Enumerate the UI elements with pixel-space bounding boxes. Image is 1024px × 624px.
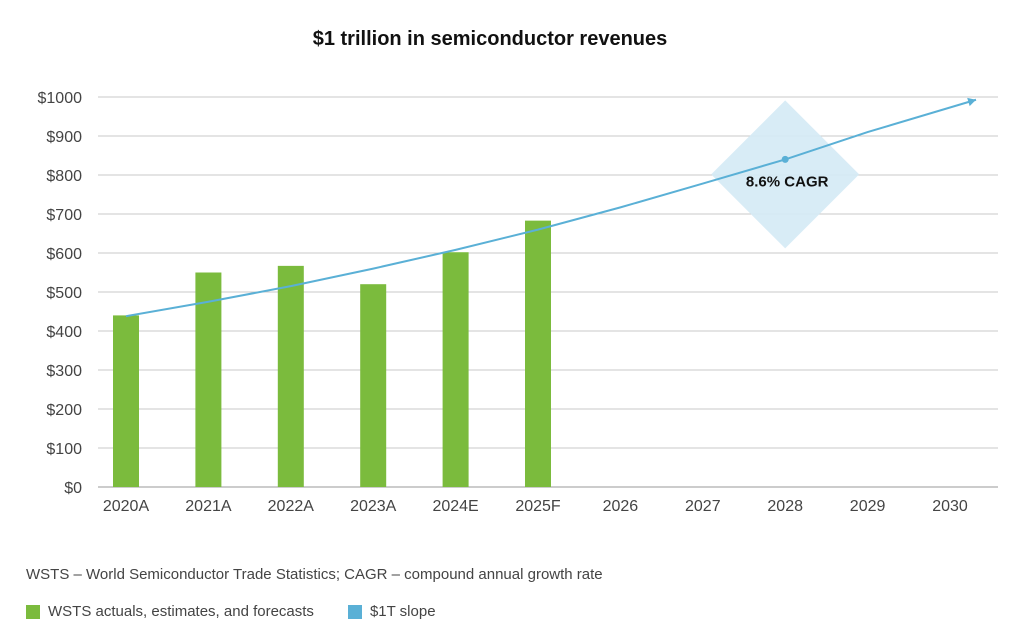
x-tick-label: 2024E bbox=[432, 498, 478, 515]
x-tick-label: 2021A bbox=[185, 498, 232, 515]
bar bbox=[277, 265, 304, 487]
bar bbox=[113, 315, 139, 487]
x-tick-label: 2027 bbox=[685, 498, 721, 515]
legend: WSTS actuals, estimates, and forecasts $… bbox=[26, 603, 470, 620]
bar bbox=[442, 252, 469, 487]
cagr-diamond bbox=[711, 100, 860, 249]
bar-line-chart: 8.6% CAGR $0 $100 $200 $300 $400 $500 $600 $700… bbox=[38, 90, 998, 515]
y-tick-label: $1000 bbox=[38, 90, 83, 107]
legend-item-bars: WSTS actuals, estimates, and forecasts bbox=[26, 603, 314, 620]
y-tick-label: $800 bbox=[46, 168, 82, 185]
legend-item-slope: $1T slope bbox=[347, 603, 436, 620]
slope-point bbox=[781, 155, 789, 163]
y-tick-label: $0 bbox=[64, 480, 82, 497]
y-tick-label: $100 bbox=[46, 441, 82, 458]
y-tick-label: $600 bbox=[46, 246, 82, 263]
slope-line bbox=[125, 98, 977, 318]
y-tick-label: $700 bbox=[46, 207, 82, 224]
y-tick-label: $200 bbox=[46, 402, 82, 419]
y-tick-label: $500 bbox=[46, 285, 82, 302]
legend-swatch-bars bbox=[26, 604, 40, 619]
slope-arrowhead bbox=[967, 97, 976, 107]
bar bbox=[360, 284, 387, 487]
slope-line-layer bbox=[125, 97, 977, 318]
y-tick-label: $900 bbox=[46, 129, 82, 146]
y-tick-label: $300 bbox=[46, 363, 82, 380]
x-tick-label: 2030 bbox=[932, 498, 968, 515]
x-tick-label: 2025F bbox=[515, 498, 561, 515]
x-tick-label: 2023A bbox=[350, 498, 397, 515]
annotation-layer: 8.6% CAGR bbox=[711, 100, 860, 249]
x-tick-label: 2026 bbox=[603, 498, 639, 515]
legend-swatch-slope bbox=[347, 604, 362, 619]
y-tick-label: $400 bbox=[46, 324, 82, 341]
axis-labels: $0 $100 $200 $300 $400 $500 $600 $700 $800 $900 $1… bbox=[38, 90, 968, 515]
legend-label-slope: $1T slope bbox=[369, 603, 436, 620]
x-tick-label: 2028 bbox=[767, 498, 803, 515]
footnote: WSTS – World Semiconductor Trade Statist… bbox=[26, 566, 603, 583]
cagr-label: 8.6% CAGR bbox=[746, 173, 829, 190]
bars bbox=[113, 220, 551, 487]
x-tick-label: 2022A bbox=[268, 498, 315, 515]
bar bbox=[525, 220, 551, 487]
chart-title: $1 trillion in semiconductor revenues bbox=[312, 28, 668, 50]
bar bbox=[195, 272, 222, 487]
legend-label-bars: WSTS actuals, estimates, and forecasts bbox=[48, 603, 314, 620]
x-tick-label: 2020A bbox=[103, 498, 150, 515]
x-tick-label: 2029 bbox=[850, 498, 886, 515]
